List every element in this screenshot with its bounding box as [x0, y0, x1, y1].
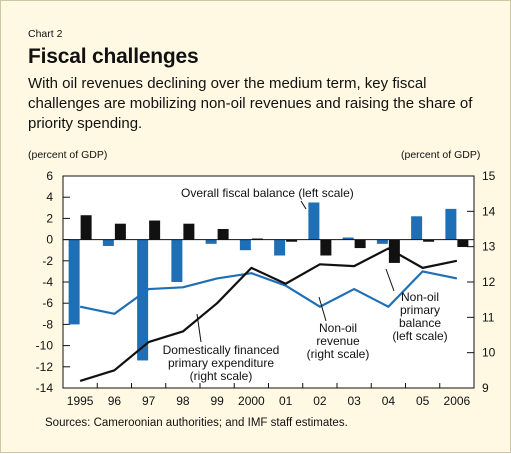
left-axis-tick-label: -2 — [42, 254, 53, 268]
x-axis-tick-label: 05 — [416, 394, 430, 408]
bar-nonoil-primary-balance — [411, 216, 423, 240]
bar-nonoil-primary-balance — [376, 239, 388, 244]
annotation-nonoil-revenue: revenue — [316, 334, 360, 348]
annotation-nonoil-primary-balance: (left scale) — [392, 329, 447, 343]
left-axis-tick-label: 2 — [46, 211, 53, 225]
annotation-nonoil-primary-balance: balance — [399, 316, 441, 330]
right-axis-tick-label: 11 — [482, 310, 495, 324]
x-axis-tick-label: 96 — [108, 394, 122, 408]
annotation-nonoil-revenue: Non-oil — [319, 321, 357, 335]
bar-overall-balance — [423, 239, 435, 242]
chart-subtitle: With oil revenues declining over the med… — [28, 75, 473, 132]
source-note: Sources: Cameroonian authorities; and IM… — [45, 417, 348, 429]
right-axis-tick-label: 10 — [482, 346, 496, 360]
bar-overall-balance — [217, 229, 229, 240]
bar-nonoil-primary-balance — [102, 239, 114, 246]
right-axis-tick-label: 14 — [482, 204, 496, 218]
bar-nonoil-primary-balance — [171, 239, 183, 282]
annotation-leader-nonoil-primary — [385, 268, 395, 292]
x-axis-tick-label: 98 — [176, 394, 190, 408]
annotation-leader-nonoil-revenue — [318, 296, 327, 322]
x-axis-tick-label: 04 — [382, 394, 396, 408]
x-axis-tick-label: 1995 — [67, 394, 94, 408]
bar-nonoil-primary-balance — [274, 239, 286, 256]
right-axis-tick-label: 13 — [482, 240, 496, 254]
annotation-nonoil-primary-balance: Non-oil — [401, 290, 439, 304]
bar-overall-balance — [457, 239, 469, 248]
plot-area — [62, 175, 475, 389]
left-axis-tick-label: 4 — [46, 190, 53, 204]
bar-nonoil-primary-balance — [137, 239, 149, 361]
bar-nonoil-primary-balance — [205, 239, 217, 244]
annotation-nonoil-primary-balance: primary — [400, 303, 440, 317]
left-axis-tick-label: 0 — [46, 233, 53, 247]
bar-overall-balance — [183, 223, 195, 240]
bar-nonoil-primary-balance — [445, 208, 457, 240]
x-axis-tick-label: 03 — [347, 394, 361, 408]
bar-nonoil-primary-balance — [308, 202, 320, 240]
chart-number: Chart 2 — [28, 28, 63, 40]
bar-overall-balance — [251, 238, 263, 240]
annotation-domestic-expenditure: (right scale) — [190, 369, 253, 383]
left-axis-tick-label: -6 — [42, 296, 53, 310]
annotation-domestic-expenditure: primary expenditure — [168, 356, 274, 370]
bar-overall-balance — [320, 239, 332, 256]
left-axis-tick-label: -12 — [36, 360, 54, 374]
annotation-nonoil-revenue: (right scale) — [307, 347, 370, 361]
bar-overall-balance — [149, 220, 161, 240]
annotation-leader-overall — [300, 200, 307, 210]
left-axis-tick-label: -10 — [36, 339, 54, 353]
bar-overall-balance — [286, 239, 298, 242]
left-axis-label: (percent of GDP) — [28, 149, 108, 161]
right-axis-tick-label: 15 — [482, 169, 496, 183]
x-axis-tick-label: 02 — [313, 394, 327, 408]
bar-nonoil-primary-balance — [68, 239, 80, 325]
x-axis-tick-label: 99 — [210, 394, 224, 408]
right-axis-label: (percent of GDP) — [401, 149, 481, 161]
left-axis-tick-label: 6 — [46, 169, 53, 183]
annotation-domestic-expenditure: Domestically financed — [163, 343, 280, 357]
bar-nonoil-primary-balance — [239, 239, 251, 251]
left-axis-tick-label: -8 — [42, 317, 53, 331]
right-axis-tick-label: 12 — [482, 275, 496, 289]
annotation-leader-domestic-expenditure — [196, 313, 202, 343]
line-nonoil-revenue — [79, 270, 458, 315]
left-axis-tick-label: -14 — [36, 381, 54, 395]
bar-overall-balance — [80, 215, 92, 240]
bar-overall-balance — [114, 223, 126, 240]
bar-nonoil-primary-balance — [342, 237, 354, 240]
right-axis-tick-label: 9 — [482, 381, 489, 395]
x-axis-tick-label: 2006 — [444, 394, 471, 408]
line-domestic-primary-expenditure — [79, 247, 458, 382]
bar-overall-balance — [354, 239, 366, 249]
chart-title: Fiscal challenges — [28, 45, 199, 68]
x-axis-tick-label: 97 — [142, 394, 156, 408]
left-axis-tick-label: -4 — [42, 275, 53, 289]
annotation-overall-balance: Overall fiscal balance (left scale) — [181, 186, 354, 200]
x-axis-tick-label: 2000 — [238, 394, 265, 408]
x-axis-tick-label: 01 — [279, 394, 293, 408]
